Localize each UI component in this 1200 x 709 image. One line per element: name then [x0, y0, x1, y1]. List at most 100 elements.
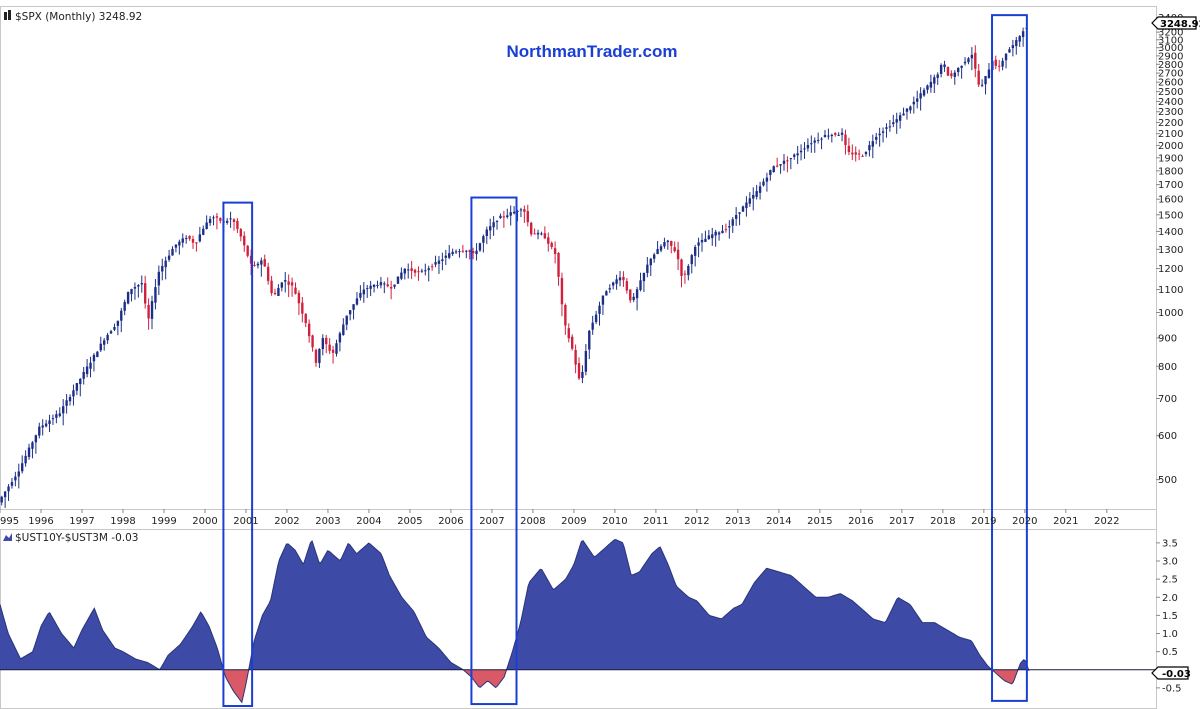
x-tick-label: 2003 — [315, 516, 340, 527]
candle-body — [916, 98, 919, 102]
candle-body — [748, 198, 752, 204]
candle-body — [130, 289, 133, 295]
candle-body — [588, 330, 591, 350]
candle-body — [799, 150, 803, 153]
candle-body — [922, 90, 926, 96]
candle-body — [608, 288, 611, 290]
price-panel-frame — [0, 6, 1157, 510]
candle-body — [225, 220, 229, 223]
candle-body — [120, 310, 123, 321]
candle-body — [871, 141, 875, 147]
candle-body — [10, 482, 14, 486]
candle-body — [775, 165, 779, 167]
candle-body — [693, 246, 697, 256]
candle-body — [34, 435, 38, 443]
candle-body — [389, 286, 393, 289]
candle-body — [485, 229, 488, 237]
mountain-chart-icon — [3, 533, 12, 541]
candle-body — [861, 155, 864, 157]
spread-y-tick-label: 3.5 — [1162, 538, 1178, 549]
highlight-box — [470, 196, 518, 706]
price-last-value: 3248.92 — [1160, 19, 1200, 30]
candle-body — [697, 242, 700, 246]
candle-body — [352, 304, 355, 310]
candle-body — [290, 282, 294, 286]
candle-body — [51, 418, 55, 420]
candle-body — [468, 250, 471, 253]
candle-body — [420, 270, 424, 272]
candle-body — [17, 471, 20, 477]
candle-body — [437, 260, 441, 264]
candle-body — [0, 496, 3, 503]
candle-body — [570, 336, 574, 349]
candle-body — [533, 233, 536, 235]
x-tick-label: 2010 — [602, 516, 627, 527]
candle-body — [359, 292, 362, 298]
candle-body — [277, 288, 280, 296]
candle-body — [926, 85, 929, 90]
candle-body — [629, 289, 632, 301]
candle-body — [410, 268, 413, 271]
candle-body — [847, 145, 851, 153]
candle-body — [813, 140, 816, 143]
candle-body — [205, 222, 208, 230]
candle-body — [256, 263, 260, 266]
candle-body — [338, 333, 342, 343]
candle-body — [970, 54, 974, 59]
candle-body — [652, 254, 656, 259]
candle-body — [475, 250, 478, 255]
candle-body — [174, 244, 178, 248]
candle-body — [249, 255, 253, 264]
candle-body — [745, 202, 748, 209]
candle-body — [967, 58, 970, 63]
candle-body — [912, 101, 915, 105]
price-y-tick-label: 1300 — [1158, 245, 1183, 256]
candle-body — [632, 296, 635, 300]
candle-body — [92, 354, 96, 362]
candle-body — [454, 251, 458, 253]
price-last-value-tag: 3248.92 — [1151, 16, 1200, 30]
candle-body — [523, 209, 526, 212]
candle-body — [31, 442, 34, 449]
candle-body — [178, 241, 181, 246]
price-y-tick-label: 3200 — [1158, 28, 1183, 39]
candle-body — [85, 366, 89, 375]
price-y-tick-label: 2300 — [1158, 107, 1183, 118]
candle-body — [547, 237, 550, 244]
candle-body — [287, 281, 290, 285]
candle-body — [946, 66, 950, 76]
candle-body — [929, 81, 933, 88]
candle-body — [530, 222, 533, 235]
candle-body — [72, 390, 75, 397]
candle-body — [1015, 40, 1018, 47]
candle-body — [342, 324, 345, 335]
candle-body — [246, 245, 249, 256]
price-y-tick-label: 2000 — [1158, 141, 1183, 152]
spread-y-tick-label: 1.5 — [1162, 611, 1178, 622]
candle-body — [24, 455, 27, 464]
candle-body — [239, 229, 243, 237]
candle-body — [519, 209, 523, 211]
candle-body — [789, 158, 793, 160]
spread-area-layer — [0, 539, 1156, 704]
candle-body — [1011, 45, 1015, 49]
candle-body — [844, 134, 847, 146]
candle-body — [878, 133, 881, 136]
candle-body — [492, 222, 495, 228]
candle-body — [215, 216, 219, 218]
x-tick-label: 2009 — [561, 516, 586, 527]
price-y-tick-label: 500 — [1158, 475, 1177, 486]
candle-body — [909, 106, 912, 111]
candle-body — [670, 240, 673, 246]
candle-chart-icon-body — [8, 10, 11, 20]
candle-body — [123, 301, 126, 311]
candle-body — [38, 426, 41, 436]
spread-chart-title: $UST10Y-$UST3M -0.03 — [15, 532, 138, 544]
candle-body — [577, 363, 581, 379]
candle-body — [417, 271, 420, 273]
candle-body — [738, 212, 741, 214]
candle-body — [188, 235, 191, 239]
candle-body — [543, 233, 547, 239]
x-tick-label: 2016 — [848, 516, 873, 527]
price-y-tick-label: 1900 — [1158, 153, 1183, 164]
